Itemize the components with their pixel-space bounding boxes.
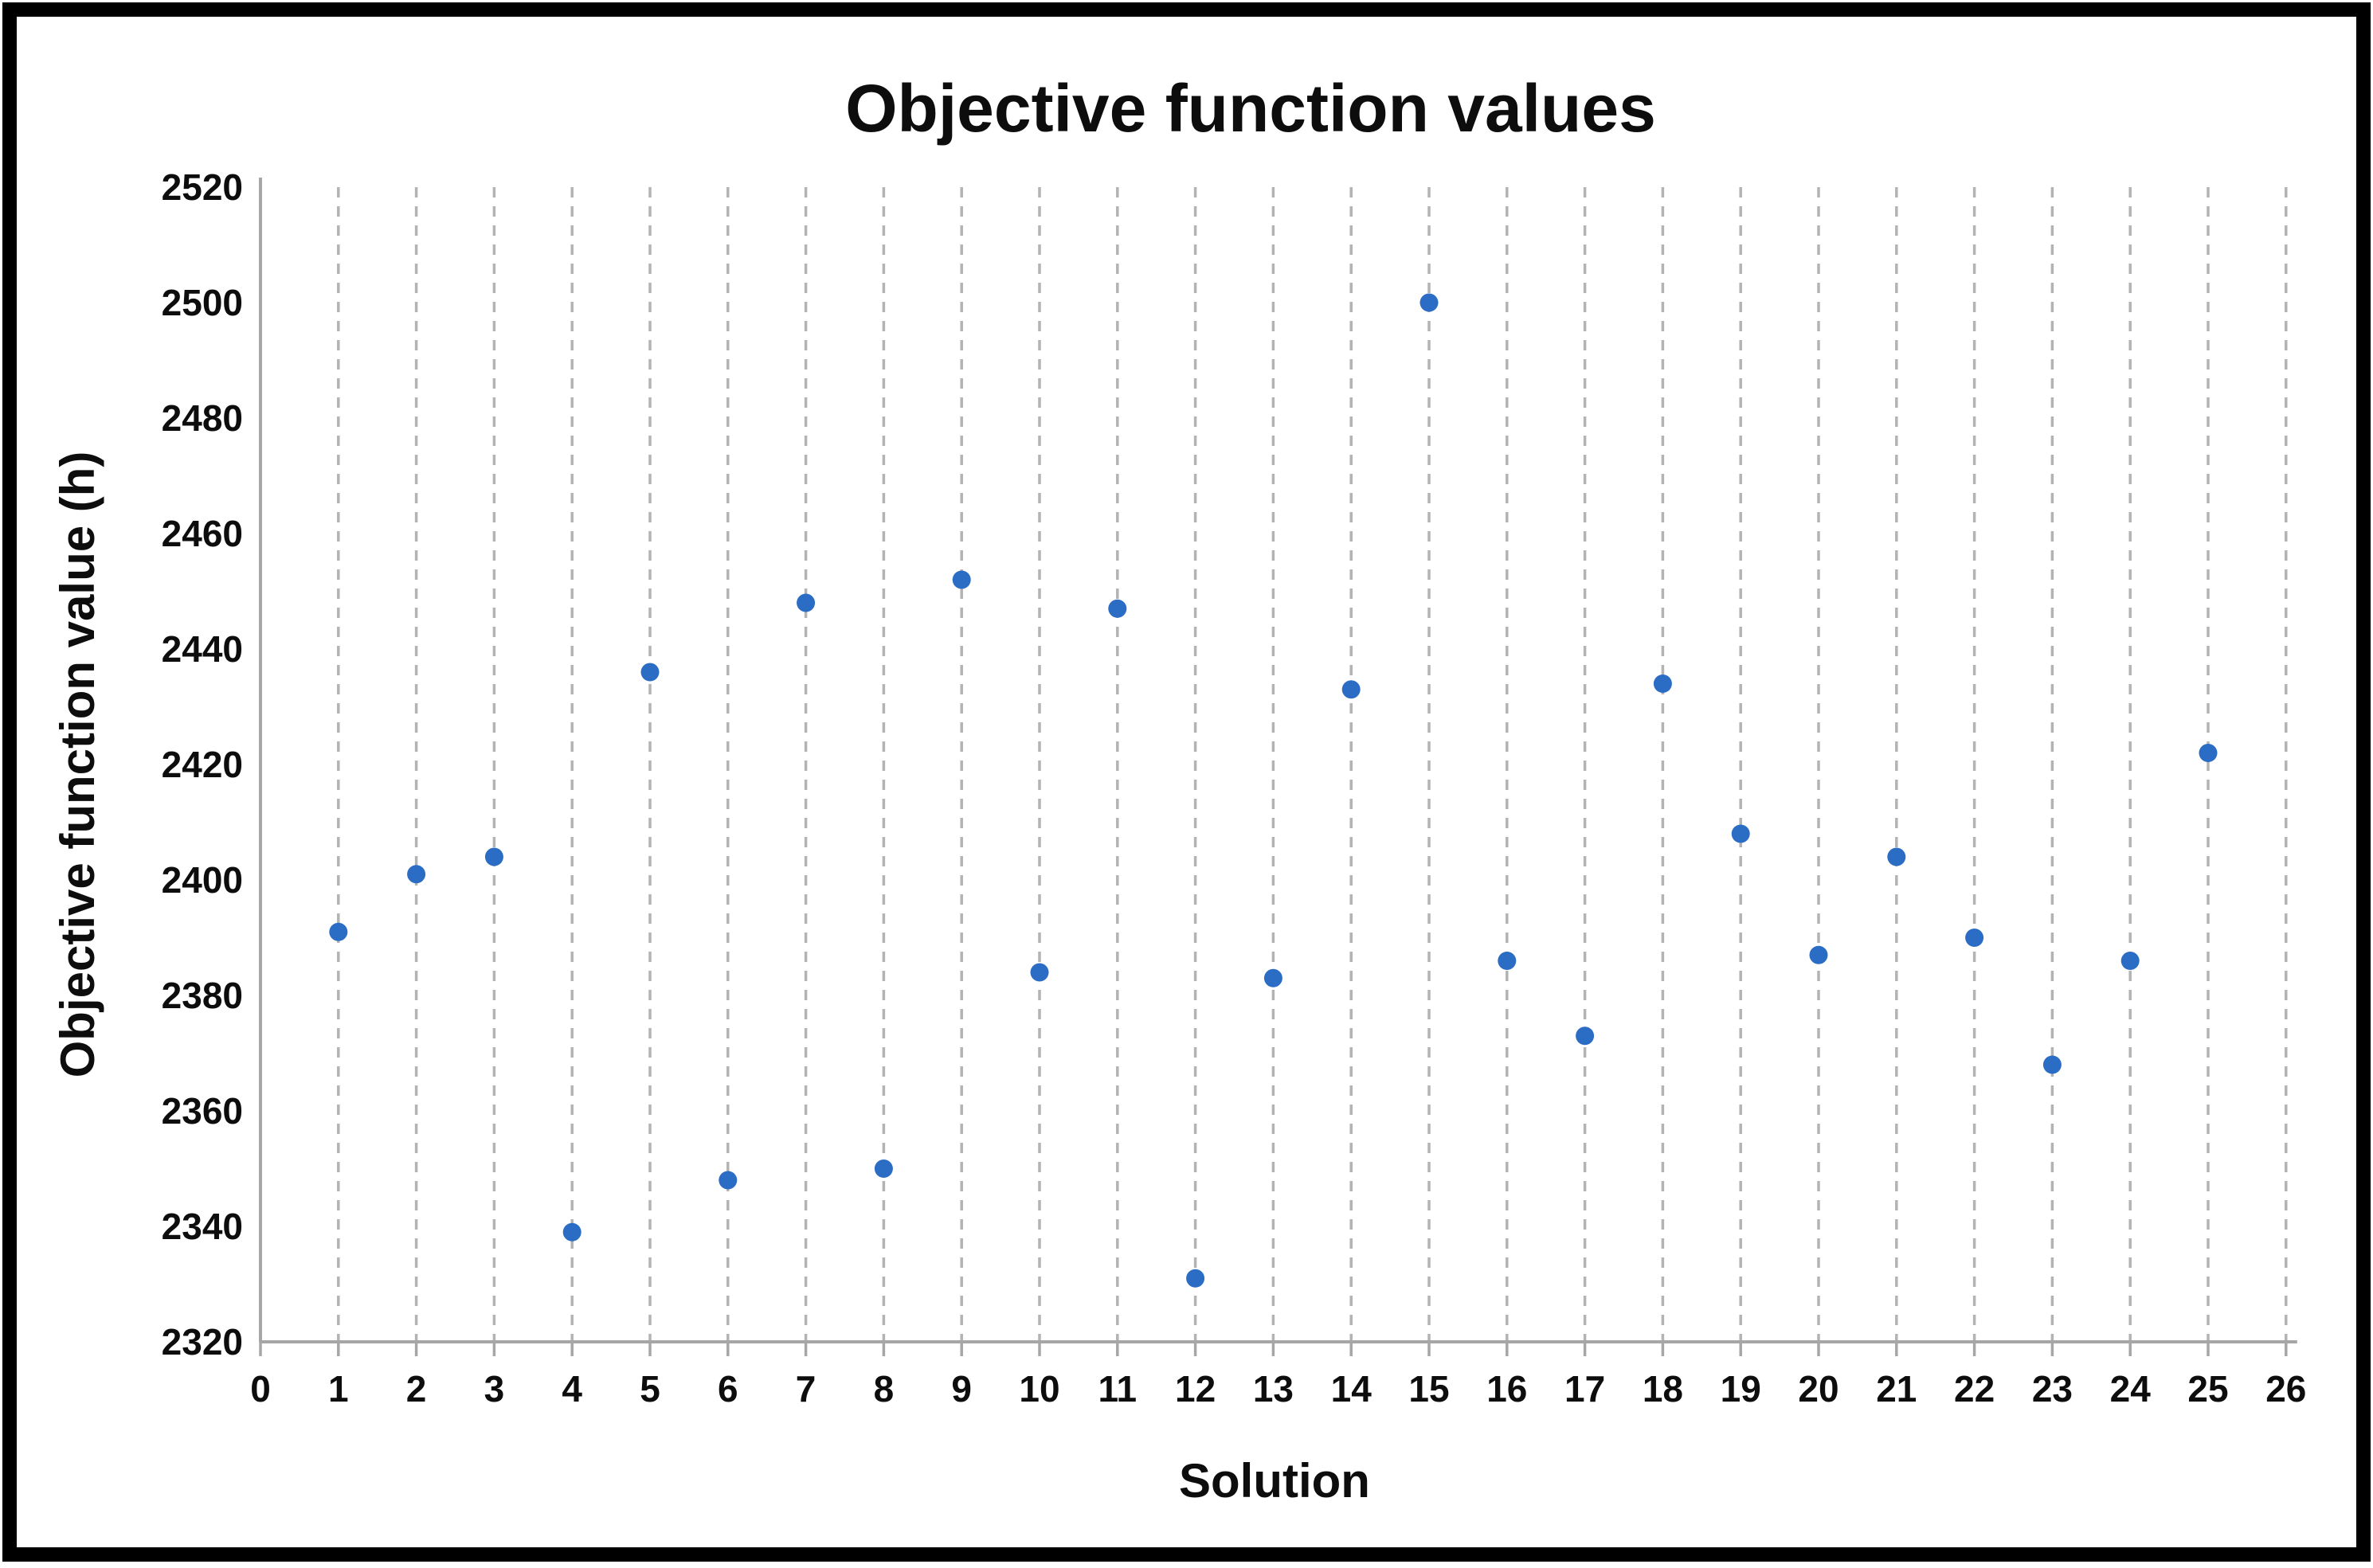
x-tick-label-7: 7 [796,1368,816,1410]
x-tick-label-3: 3 [484,1368,505,1410]
x-tick-label-13: 13 [1253,1368,1294,1410]
data-point-1 [329,922,348,941]
data-point-3 [484,847,503,866]
x-tick-label-16: 16 [1486,1368,1527,1410]
data-point-12 [1186,1269,1205,1288]
data-point-20 [1809,945,1828,964]
data-point-18 [1653,675,1672,693]
data-point-19 [1731,824,1750,843]
data-point-16 [1498,952,1517,970]
x-axis-title: Solution [1179,1454,1370,1507]
y-axis-title: Objective function value (h) [51,452,104,1078]
x-tick-label-5: 5 [640,1368,660,1410]
data-point-10 [1030,963,1049,982]
x-tick-label-14: 14 [1331,1368,1373,1410]
x-tick-label-12: 12 [1175,1368,1216,1410]
chart-title: Objective function values [845,71,1656,146]
x-tick-label-1: 1 [328,1368,349,1410]
y-tick-label-2460: 2460 [162,513,243,554]
y-tick-label-2480: 2480 [162,397,243,439]
data-point-25 [2199,744,2218,762]
data-point-22 [1965,929,1984,947]
y-tick-label-2340: 2340 [162,1206,243,1247]
x-tick-label-21: 21 [1876,1368,1917,1410]
data-point-7 [797,593,816,612]
data-point-17 [1576,1026,1595,1046]
x-tick-label-9: 9 [951,1368,972,1410]
y-tick-label-2400: 2400 [162,859,243,901]
y-tick-label-2440: 2440 [162,628,243,670]
data-point-15 [1419,293,1439,312]
y-tick-label-2500: 2500 [162,282,243,323]
vertical-gridlines [337,187,2288,1342]
x-tick-label-8: 8 [874,1368,895,1410]
data-point-11 [1108,599,1127,618]
data-point-14 [1341,680,1361,699]
y-tick-label-2320: 2320 [162,1321,243,1363]
data-point-23 [2042,1055,2062,1074]
x-tick-label-18: 18 [1643,1368,1683,1410]
x-tick-label-23: 23 [2032,1368,2073,1410]
x-tick-label-2: 2 [406,1368,427,1410]
x-tick-label-26: 26 [2265,1368,2306,1410]
y-tick-label-2360: 2360 [162,1090,243,1132]
data-point-2 [407,865,426,884]
data-point-21 [1887,847,1906,866]
data-point-4 [562,1222,582,1241]
data-point-5 [640,663,660,682]
y-tick-labels: 2320 2340 2360 2380 2400 2420 2440 2460 2480 2500… [162,166,243,1363]
x-tick-label-25: 25 [2187,1368,2228,1410]
x-tick-label-24: 24 [2110,1368,2152,1410]
data-point-24 [2120,952,2140,970]
data-point-6 [719,1171,738,1190]
y-tick-label-2420: 2420 [162,744,243,785]
x-tick-label-22: 22 [1954,1368,1995,1410]
axes [259,178,2297,1356]
x-tick-label-11: 11 [1098,1368,1137,1410]
x-tick-label-20: 20 [1798,1368,1838,1410]
y-tick-label-2380: 2380 [162,975,243,1016]
x-tick-label-6: 6 [718,1368,738,1410]
y-tick-label-2520: 2520 [162,166,243,208]
data-point-13 [1263,968,1282,987]
data-points [329,293,2218,1288]
x-tick-label-10: 10 [1019,1368,1059,1410]
x-tick-label-4: 4 [562,1368,582,1410]
x-tick-labels: 0 1 2 3 4 5 6 7 8 9 10 11 12 13 14 15 16 17 18 19 20 21 22 23 24… [250,1368,2306,1410]
data-point-8 [874,1159,893,1178]
data-point-9 [952,570,971,589]
x-tick-label-0: 0 [250,1368,271,1410]
x-tick-label-19: 19 [1721,1368,1761,1410]
x-tick-label-17: 17 [1564,1368,1605,1410]
x-tick-label-15: 15 [1408,1368,1449,1410]
